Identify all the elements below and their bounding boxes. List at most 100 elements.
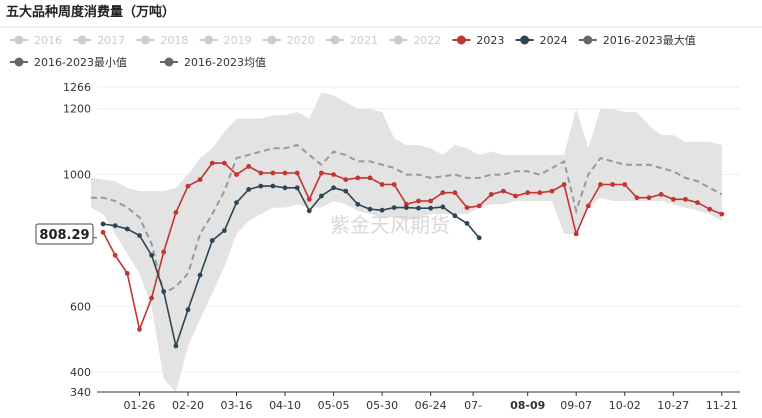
data-point-2023 (404, 201, 409, 207)
data-point-2023 (319, 170, 324, 176)
data-point-2024 (124, 226, 130, 232)
data-point-2024 (440, 204, 446, 210)
legend-item-2019[interactable]: 2019 (199, 34, 252, 47)
data-point-2023 (440, 190, 446, 196)
data-point-2023 (197, 177, 203, 183)
series-line-avg (90, 143, 723, 295)
legend-marker (164, 57, 174, 67)
legend[interactable]: 2016 2017 2018 2019 2020 2021 2022 2023 2024 2016… (10, 33, 696, 69)
legend-item-2022[interactable]: 2022 (389, 34, 441, 47)
data-point-2023 (124, 271, 130, 276)
data-point-2024 (331, 185, 336, 191)
legend-item-2016-2023最大值[interactable]: 2016-2023最大值 (578, 33, 696, 47)
data-point-2023 (525, 190, 531, 196)
data-point-2023 (683, 196, 688, 202)
x-tick-label: 02-20 (172, 399, 204, 412)
data-point-2024 (161, 289, 167, 294)
x-tick-label: 07- (464, 399, 482, 412)
data-point-2023 (222, 160, 227, 166)
data-point-2024 (452, 213, 458, 219)
data-point-2023 (464, 205, 470, 211)
data-point-2024 (173, 343, 179, 349)
x-tick-label: 09-07 (560, 399, 592, 412)
x-tick-label: 10-27 (657, 399, 689, 412)
data-point-2023 (598, 182, 603, 187)
legend-marker (330, 35, 340, 45)
legend-item-2024[interactable]: 2024 (515, 34, 568, 47)
legend-label: 2016-2023最小值 (34, 56, 127, 69)
data-point-2023 (379, 182, 385, 187)
data-point-2023 (355, 175, 361, 181)
data-point-2023 (234, 172, 239, 178)
data-point-2023 (622, 182, 628, 187)
data-point-2023 (658, 192, 664, 197)
legend-label: 2016-2023均值 (184, 56, 266, 69)
legend-label: 2020 (287, 34, 315, 47)
legend-item-2023[interactable]: 2023 (452, 34, 504, 47)
data-point-2024 (367, 206, 373, 212)
legend-item-2016-2023最小值[interactable]: 2016-2023最小值 (10, 56, 127, 69)
x-tick-label: 11-21 (706, 399, 738, 412)
x-tick-label: 05-30 (366, 399, 398, 412)
legend-label: 2017 (97, 34, 125, 47)
data-point-2024 (404, 205, 409, 211)
data-point-2024 (464, 221, 470, 226)
data-point-2023 (112, 252, 118, 258)
data-point-2024 (112, 223, 118, 229)
axis-pointer: 808.29 (35, 223, 97, 245)
data-point-2023 (137, 327, 142, 332)
data-point-2024 (137, 233, 142, 238)
x-tick-label: 04-10 (269, 399, 301, 412)
data-point-2023 (513, 193, 518, 199)
data-point-2024 (379, 207, 385, 213)
series-2024 (100, 183, 482, 349)
data-point-2024 (306, 208, 312, 214)
axes: 01-26 02-20 03-16 04-10 05-05 05-30 06-24 07- 08… (97, 391, 740, 412)
data-point-2023 (537, 190, 543, 196)
data-point-2024 (391, 205, 397, 211)
data-point-2024 (270, 183, 276, 189)
legend-marker (267, 35, 277, 45)
legend-label: 2021 (350, 34, 378, 47)
legend-item-2017[interactable]: 2017 (73, 34, 125, 47)
data-point-2024 (234, 200, 239, 206)
data-point-2023 (258, 170, 264, 176)
x-tick-label: 08-09 (510, 399, 545, 412)
legend-marker (393, 35, 403, 45)
data-point-2023 (610, 182, 615, 187)
series-line-2023 (102, 162, 723, 333)
data-point-2023 (391, 182, 397, 187)
legend-label: 2023 (476, 34, 504, 47)
legend-item-2020[interactable]: 2020 (262, 34, 315, 47)
legend-item-2016-2023均值[interactable]: 2016-2023均值 (160, 56, 266, 69)
data-point-2023 (367, 175, 373, 181)
data-point-2023 (185, 183, 191, 189)
legend-marker (456, 35, 466, 45)
data-point-2023 (209, 160, 215, 166)
x-tick-label: 05-05 (318, 399, 350, 412)
data-point-2023 (549, 188, 555, 194)
x-tick-label: 01-26 (123, 399, 155, 412)
legend-item-2018[interactable]: 2018 (136, 34, 188, 47)
x-tick-label: 10-02 (609, 399, 641, 412)
data-point-2023 (246, 164, 252, 169)
data-point-2023 (416, 198, 421, 204)
data-point-2023 (343, 177, 349, 183)
legend-item-2021[interactable]: 2021 (326, 34, 378, 47)
legend-item-2016[interactable]: 2016 (10, 34, 62, 47)
data-point-2023 (100, 229, 106, 235)
data-point-2023 (634, 195, 640, 201)
y-tick-label: 600 (70, 300, 91, 313)
data-point-2023 (561, 182, 567, 187)
data-point-2023 (282, 170, 288, 176)
data-point-2023 (476, 203, 482, 209)
x-tick-label: 03-16 (221, 399, 253, 412)
data-point-2024 (416, 205, 421, 211)
data-point-2023 (488, 192, 494, 197)
legend-label: 2024 (540, 34, 568, 47)
data-point-2023 (670, 196, 676, 202)
min-max-band (90, 92, 722, 393)
data-point-2024 (185, 307, 191, 313)
y-tick-label: 340 (70, 386, 91, 399)
data-point-2024 (222, 228, 227, 234)
